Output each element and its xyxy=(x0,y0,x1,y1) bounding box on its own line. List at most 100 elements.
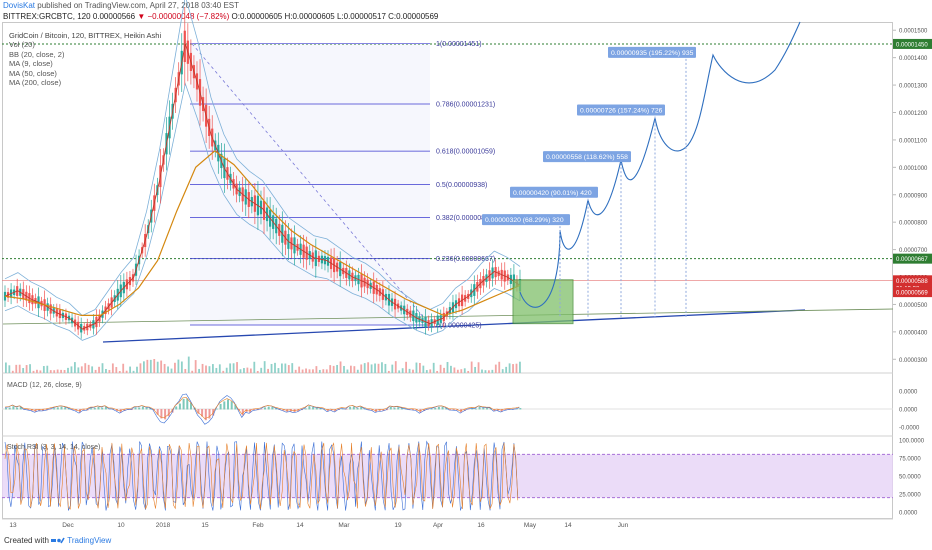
tradingview-brand[interactable]: TradingView xyxy=(67,536,112,545)
macd-histogram-bar xyxy=(400,408,403,410)
macd-histogram-bar xyxy=(297,409,300,412)
macd-histogram-bar xyxy=(308,406,311,410)
legend-ma9[interactable]: MA (9, close) xyxy=(9,59,53,69)
volume-bar xyxy=(239,369,242,373)
macd-histogram-bar xyxy=(412,409,414,411)
macd-histogram-bar xyxy=(71,409,74,410)
macd-histogram-bar xyxy=(5,408,7,410)
volume-bar xyxy=(36,369,38,373)
macd-histogram-bar xyxy=(441,406,444,410)
legend-ma200[interactable]: MA (200, close) xyxy=(9,78,62,88)
macd-histogram-bar xyxy=(449,409,451,411)
macd-histogram-bar xyxy=(252,409,255,411)
macd-histogram-bar xyxy=(360,406,363,410)
x-tick-label: Dec xyxy=(62,522,74,529)
volume-bar xyxy=(39,370,42,373)
volume-bar xyxy=(180,361,183,373)
volume-bar xyxy=(56,369,59,373)
x-tick-label: 13 xyxy=(9,522,17,529)
volume-bar xyxy=(149,359,152,373)
volume-bar xyxy=(94,369,97,373)
volume-bar xyxy=(512,364,514,373)
volume-bar xyxy=(432,362,435,373)
price-badge xyxy=(893,38,932,49)
volume-bar xyxy=(477,362,480,373)
macd-histogram-bar xyxy=(349,406,352,410)
macd-histogram-bar xyxy=(97,406,100,410)
volume-bar xyxy=(87,364,90,373)
macd-histogram-bar xyxy=(315,408,318,410)
volume-bar xyxy=(115,367,118,373)
x-tick-label: Jun xyxy=(618,522,629,529)
volume-bar xyxy=(315,366,318,373)
fib-level-label: 0.786(0.00001231) xyxy=(436,101,495,108)
volume-bar xyxy=(343,365,345,373)
volume-bar xyxy=(177,359,180,373)
volume-bar xyxy=(243,368,245,373)
volume-bar xyxy=(498,361,501,373)
price-badge-label: 0.00001450 xyxy=(896,42,928,48)
volume-bar xyxy=(74,362,76,373)
volume-bar xyxy=(232,363,235,373)
volume-bar xyxy=(236,362,238,373)
stoch-y-tick-label: 25.0000 xyxy=(899,493,921,499)
y-tick-label: 0.0001100 xyxy=(899,138,928,144)
volume-bar xyxy=(111,363,114,373)
x-tick-label: 14 xyxy=(564,522,572,529)
volume-bar xyxy=(381,362,383,373)
projection-label: 0.00000320 (68.29%) 320 xyxy=(485,217,564,224)
volume-bar xyxy=(198,368,200,373)
volume-bar xyxy=(108,369,111,373)
volume-bar xyxy=(470,361,473,373)
bb-lower xyxy=(4,82,521,341)
volume-bar xyxy=(191,370,194,373)
macd-histogram-bar xyxy=(82,409,85,411)
macd-histogram-bar xyxy=(178,403,181,410)
volume-bar xyxy=(491,369,494,373)
macd-histogram-bar xyxy=(382,409,385,411)
macd-histogram-bar xyxy=(208,409,211,419)
macd-histogram-bar xyxy=(182,398,185,410)
volume-bar xyxy=(46,365,49,373)
macd-histogram-bar xyxy=(271,406,274,410)
volume-bar xyxy=(143,361,145,373)
macd-histogram-bar xyxy=(64,407,67,410)
volume-bar xyxy=(318,369,321,373)
stoch-y-tick-label: 0.0000 xyxy=(899,511,918,517)
volume-bar xyxy=(494,364,497,373)
volume-bar xyxy=(519,361,521,373)
macd-histogram-bar xyxy=(223,401,226,410)
volume-bar xyxy=(360,364,363,373)
price-badge-label: 0.00000588 xyxy=(896,279,928,285)
volume-bar xyxy=(18,364,21,373)
macd-y-tick-label: 0.0000 xyxy=(899,390,918,396)
macd-histogram-bar xyxy=(474,408,477,410)
macd-histogram-bar xyxy=(227,399,229,410)
volume-bar xyxy=(474,366,476,373)
legend-vol[interactable]: Vol (20) xyxy=(9,40,35,50)
volume-bar xyxy=(187,356,190,373)
volume-bar xyxy=(246,367,249,373)
macd-histogram-bar xyxy=(149,408,152,410)
volume-bar xyxy=(105,368,107,373)
macd-histogram-bar xyxy=(56,407,59,410)
macd-histogram-bar xyxy=(304,408,307,410)
volume-bar xyxy=(308,369,311,373)
volume-bar xyxy=(53,370,56,373)
macd-histogram-bar xyxy=(260,409,263,410)
symbol-quote: BITTREX:GRCBTC, 120 0.00000566 ▼ −0.0000… xyxy=(3,12,438,21)
legend-bb[interactable]: BB (20, close, 2) xyxy=(9,49,65,59)
volume-bar xyxy=(284,363,287,373)
volume-bar xyxy=(49,370,52,373)
volume-bar xyxy=(350,365,352,373)
volume-bar xyxy=(339,361,342,373)
legend-ma50[interactable]: MA (50, close) xyxy=(9,68,57,78)
macd-y-tick-label: -0.0000 xyxy=(899,426,920,432)
stoch-label[interactable]: Stoch RSI (3, 3, 14, 14, close) xyxy=(7,444,101,451)
author-link[interactable]: DovisKat xyxy=(3,1,36,10)
volume-bar xyxy=(32,370,35,373)
macd-label[interactable]: MACD (12, 26, close, 9) xyxy=(7,382,82,389)
price-change: ▼ −0.00000048 (−7.82%) xyxy=(137,12,230,21)
macd-histogram-bar xyxy=(104,406,107,410)
